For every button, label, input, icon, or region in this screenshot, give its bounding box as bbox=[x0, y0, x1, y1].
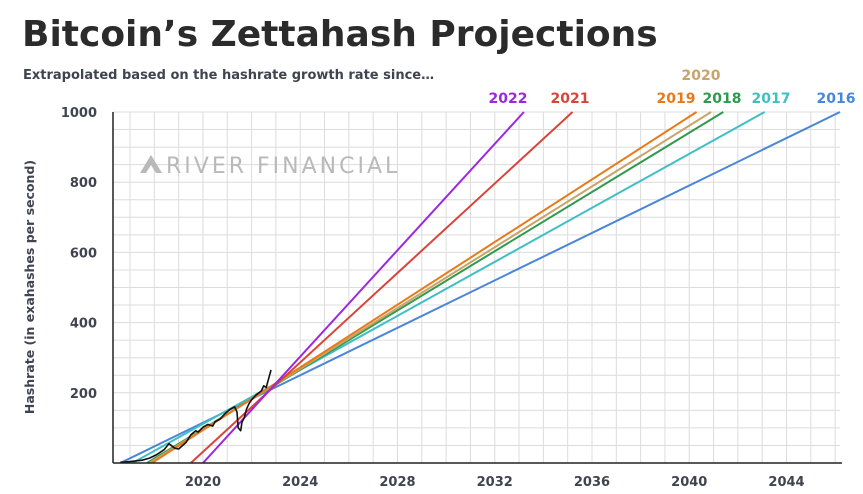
series-labels: 2016 2017 2018 2020 2019 2021 2022 bbox=[489, 68, 856, 107]
y-tick-label: 400 bbox=[70, 317, 97, 332]
chart-title: Bitcoin’s Zettahash Projections bbox=[22, 14, 658, 55]
x-tick-label: 2032 bbox=[477, 475, 513, 490]
x-tick-label: 2020 bbox=[185, 475, 221, 490]
y-tick-label: 600 bbox=[70, 246, 97, 261]
projection-line-2022 bbox=[202, 111, 525, 463]
actual-hashrate-line bbox=[120, 369, 272, 463]
series-label-2020: 2020 bbox=[682, 68, 721, 84]
watermark-text: RIVER FINANCIAL bbox=[166, 154, 400, 179]
series-label-2017: 2017 bbox=[752, 91, 791, 107]
river-logo-icon bbox=[140, 155, 162, 173]
y-axis-label: Hashrate (in exahashes per second) bbox=[22, 160, 37, 414]
series-label-2019: 2019 bbox=[657, 91, 696, 107]
x-tick-label: 2024 bbox=[282, 475, 318, 490]
x-tick-label: 2040 bbox=[671, 475, 707, 490]
y-tick-label: 1000 bbox=[61, 106, 97, 121]
chart-subtitle: Extrapolated based on the hashrate growt… bbox=[23, 68, 434, 83]
axes bbox=[112, 112, 842, 464]
projection-line-2021 bbox=[190, 111, 574, 463]
projection-line-2017 bbox=[131, 111, 766, 463]
series-label-2021: 2021 bbox=[551, 91, 590, 107]
y-tick-label: 200 bbox=[70, 387, 97, 402]
y-tick-label: 800 bbox=[70, 176, 97, 191]
series-label-2018: 2018 bbox=[703, 91, 742, 107]
x-tick-label: 2028 bbox=[379, 475, 415, 490]
projection-line-2019 bbox=[151, 111, 698, 463]
grid-lines bbox=[113, 111, 840, 463]
x-tick-label: 2044 bbox=[768, 475, 804, 490]
tick-labels: 2020 2024 2028 2032 2036 2040 2044 200 400 600 800… bbox=[61, 106, 805, 490]
series-label-2016: 2016 bbox=[817, 91, 856, 107]
x-tick-label: 2036 bbox=[574, 475, 610, 490]
series-label-2022: 2022 bbox=[489, 91, 528, 107]
series-lines bbox=[119, 111, 841, 463]
watermark: RIVER FINANCIAL bbox=[140, 154, 400, 179]
projection-line-2016 bbox=[119, 111, 841, 463]
